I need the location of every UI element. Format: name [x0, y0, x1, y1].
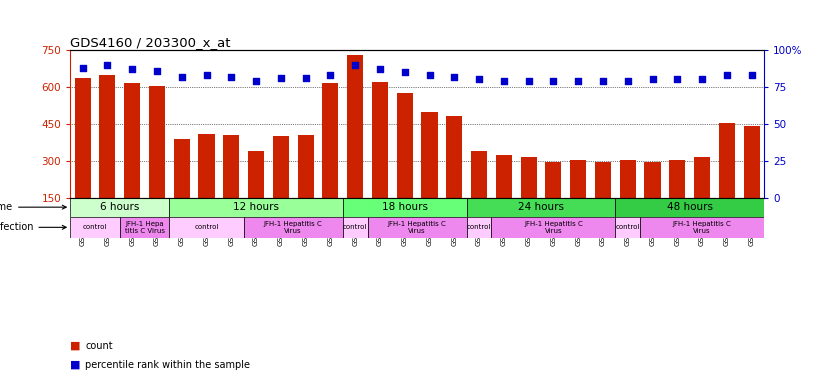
Bar	[297, 135, 314, 198]
Text: 12 hours: 12 hours	[233, 202, 279, 212]
Bar	[322, 83, 339, 198]
Point	[324, 72, 337, 78]
Point	[349, 61, 362, 68]
Bar	[169, 217, 244, 238]
Text: JFH-1 Hepatitis C
Virus: JFH-1 Hepatitis C Virus	[672, 221, 732, 234]
Point	[76, 65, 89, 71]
Text: control: control	[83, 224, 107, 230]
Bar	[244, 217, 343, 238]
Bar	[520, 157, 537, 198]
Point	[621, 78, 634, 84]
Bar	[173, 139, 190, 198]
Point	[720, 72, 733, 78]
Point	[695, 76, 709, 83]
Bar	[124, 83, 140, 198]
Bar	[343, 198, 467, 217]
Bar	[149, 86, 165, 198]
Bar	[644, 162, 661, 198]
Bar	[120, 217, 169, 238]
Bar	[719, 122, 735, 198]
Point	[200, 72, 213, 78]
Bar	[99, 74, 116, 198]
Bar	[496, 155, 512, 198]
Point	[572, 78, 585, 84]
Bar	[545, 162, 562, 198]
Bar	[372, 82, 388, 198]
Bar	[669, 160, 686, 198]
Text: ■: ■	[70, 360, 84, 370]
Point	[249, 78, 263, 84]
Bar	[273, 136, 289, 198]
Bar	[343, 217, 368, 238]
Bar	[368, 217, 467, 238]
Text: 24 hours: 24 hours	[518, 202, 564, 212]
Bar	[595, 162, 611, 198]
Bar	[491, 217, 615, 238]
Bar	[615, 198, 764, 217]
Text: control: control	[343, 224, 368, 230]
Point	[745, 72, 758, 78]
Point	[101, 61, 114, 68]
Bar	[347, 55, 363, 198]
Point	[671, 76, 684, 83]
Bar	[467, 198, 615, 217]
Bar	[467, 217, 491, 238]
Bar	[70, 217, 120, 238]
Bar	[198, 134, 215, 198]
Text: control: control	[467, 224, 491, 230]
Bar	[743, 126, 760, 198]
Text: JFH-1 Hepatitis C
Virus: JFH-1 Hepatitis C Virus	[263, 221, 323, 234]
Bar	[620, 160, 636, 198]
Text: 48 hours: 48 hours	[667, 202, 713, 212]
Text: 6 hours: 6 hours	[100, 202, 140, 212]
Text: JFH-1 Hepa
titis C Virus: JFH-1 Hepa titis C Virus	[125, 221, 164, 234]
Point	[497, 78, 510, 84]
Text: percentile rank within the sample: percentile rank within the sample	[85, 360, 250, 370]
Bar	[169, 198, 343, 217]
Bar	[223, 135, 240, 198]
Bar	[694, 157, 710, 198]
Bar	[70, 198, 169, 217]
Text: time: time	[0, 202, 66, 212]
Bar	[396, 93, 413, 198]
Bar	[446, 116, 463, 198]
Point	[398, 69, 411, 75]
Bar	[640, 217, 764, 238]
Point	[373, 66, 387, 72]
Point	[274, 75, 287, 81]
Text: count: count	[85, 341, 112, 351]
Point	[646, 76, 659, 83]
Text: control: control	[615, 224, 640, 230]
Text: GDS4160 / 203300_x_at: GDS4160 / 203300_x_at	[70, 36, 230, 49]
Bar	[471, 151, 487, 198]
Bar	[421, 111, 438, 198]
Bar	[615, 217, 640, 238]
Point	[225, 73, 238, 79]
Point	[547, 78, 560, 84]
Text: ■: ■	[70, 341, 84, 351]
Point	[448, 73, 461, 79]
Text: control: control	[194, 224, 219, 230]
Point	[150, 68, 164, 74]
Text: JFH-1 Hepatitis C
Virus: JFH-1 Hepatitis C Virus	[387, 221, 447, 234]
Bar	[570, 160, 586, 198]
Point	[175, 73, 188, 79]
Point	[126, 66, 139, 72]
Point	[522, 78, 535, 84]
Bar	[248, 151, 264, 198]
Text: infection: infection	[0, 222, 66, 232]
Bar	[74, 78, 91, 198]
Point	[596, 78, 610, 84]
Point	[423, 72, 436, 78]
Point	[472, 76, 486, 83]
Text: 18 hours: 18 hours	[382, 202, 428, 212]
Text: JFH-1 Hepatitis C
Virus: JFH-1 Hepatitis C Virus	[524, 221, 583, 234]
Point	[299, 75, 312, 81]
